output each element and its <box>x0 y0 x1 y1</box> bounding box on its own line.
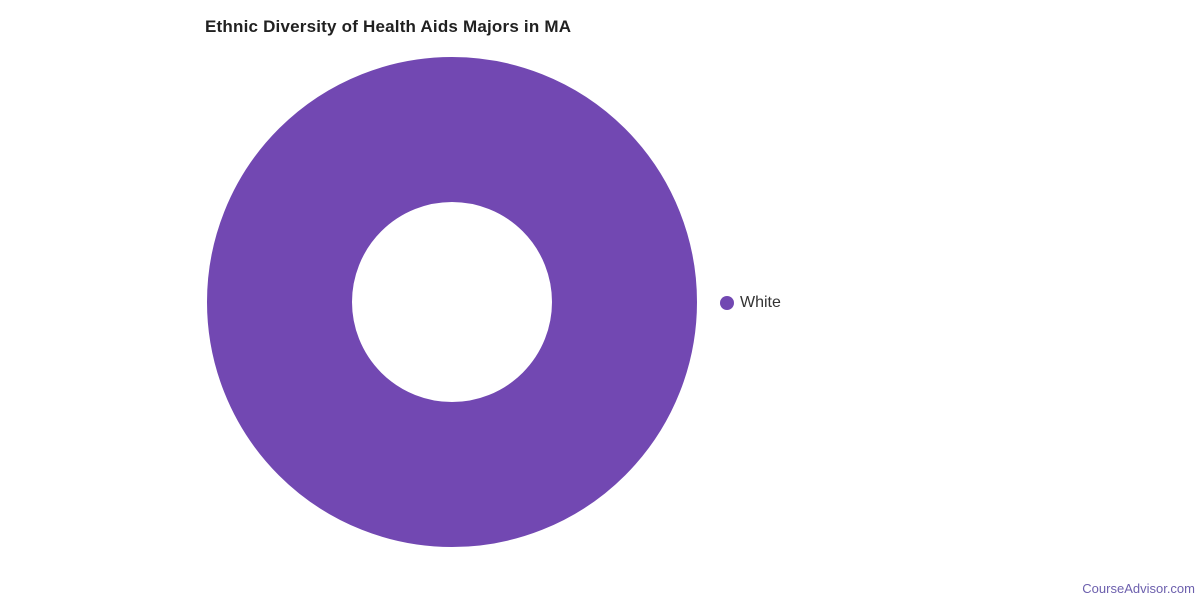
watermark: CourseAdvisor.com <box>1082 581 1195 596</box>
legend-marker-icon <box>720 296 734 310</box>
donut-slice-white[interactable] <box>207 57 697 547</box>
chart-legend: White <box>720 294 781 312</box>
legend-label: White <box>740 294 781 311</box>
legend-item-white[interactable]: White <box>720 294 781 312</box>
donut-chart <box>207 57 697 547</box>
chart-title: Ethnic Diversity of Health Aids Majors i… <box>205 17 572 36</box>
